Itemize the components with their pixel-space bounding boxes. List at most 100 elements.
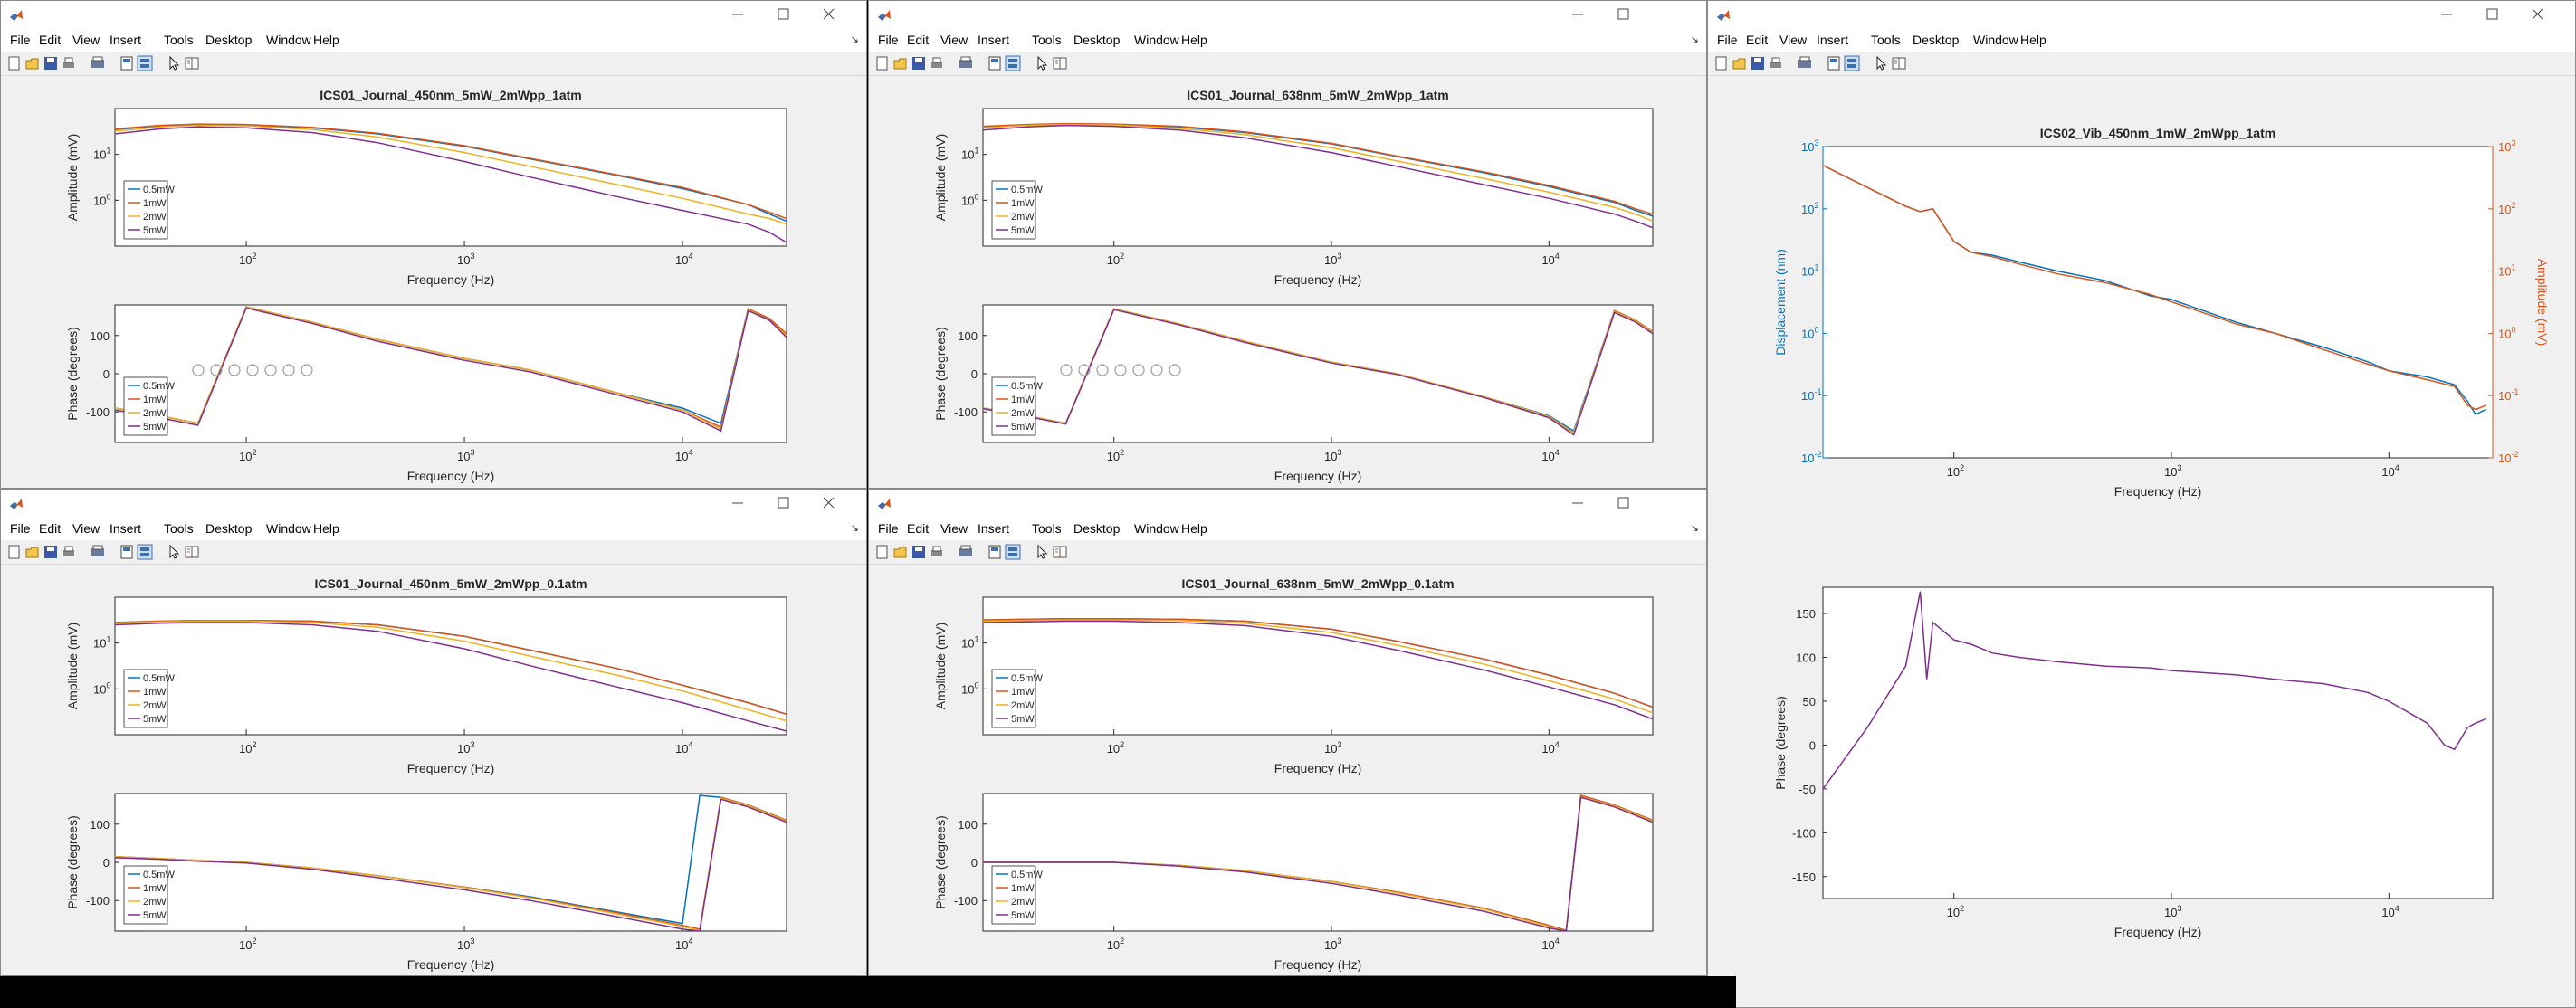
title-bar[interactable] [1708,1,2575,30]
maximize-button[interactable] [1603,491,1643,515]
menu-window[interactable]: Window [1134,521,1179,536]
figure-canvas[interactable]: 102 103 104 Frequency (Hz) Amplitude (mV) ICS… [1,565,866,975]
dock-button[interactable] [987,544,1003,560]
menu-window[interactable]: Window [1134,33,1179,47]
axes[interactable]: 102 103 104 Frequency (Hz) Phase (degrees) [933,304,1654,483]
menu-view[interactable]: View [72,521,100,536]
axes-toolbar[interactable] [192,364,313,376]
menu-help[interactable]: Help [2020,33,2046,47]
brush-icon[interactable] [1078,364,1091,376]
minimize-button[interactable] [1558,3,1598,26]
insert-legend-button[interactable] [1052,544,1068,560]
link-plot-button[interactable] [137,55,153,71]
save-button[interactable] [911,55,927,71]
plot-area[interactable] [1822,146,2494,459]
plot-area[interactable] [114,108,787,247]
select-arrow-button[interactable] [166,55,182,71]
save-button[interactable] [911,544,927,560]
figure-window[interactable]: File Edit View Insert Tools Desktop Window Help… [0,0,867,489]
print-preview-button[interactable] [958,55,974,71]
menu-edit[interactable]: Edit [1746,33,1769,47]
link-plot-button[interactable] [1005,55,1021,71]
minimize-button[interactable] [2427,3,2466,26]
select-arrow-button[interactable] [166,544,182,560]
zoom-in-icon[interactable] [264,364,277,376]
figure-canvas[interactable]: 102 103 104 Frequency (Hz) Amplitude (mV) ICS… [869,565,1706,975]
plot-area[interactable] [114,304,787,443]
plot-area[interactable] [982,108,1654,247]
datatip-icon[interactable] [1096,364,1109,376]
dock-arrow-icon[interactable]: ↘ [1690,34,1699,45]
maximize-button[interactable] [1603,3,1643,26]
figure-window[interactable]: File Edit View Insert Tools Desktop Window Help… [868,0,1707,489]
zoom-out-icon[interactable] [1150,364,1163,376]
link-plot-button[interactable] [1005,544,1021,560]
title-bar[interactable] [869,1,1706,30]
open-file-button[interactable] [892,544,909,560]
print-button[interactable] [61,544,77,560]
dock-button[interactable] [1826,55,1842,71]
plot-area[interactable] [982,304,1654,443]
export-icon[interactable] [1060,364,1073,376]
maximize-button[interactable] [763,491,803,515]
plot-area[interactable] [982,596,1654,736]
minimize-button[interactable] [1558,491,1598,515]
menu-edit[interactable]: Edit [907,521,930,536]
datatip-icon[interactable] [228,364,241,376]
insert-legend-button[interactable] [1891,55,1907,71]
minimize-button[interactable] [718,3,758,26]
menu-tools[interactable]: Tools [1032,521,1062,536]
insert-legend-button[interactable] [184,55,200,71]
menu-window[interactable]: Window [266,521,311,536]
home-icon[interactable] [1169,364,1181,376]
close-button[interactable] [808,491,848,515]
menu-tools[interactable]: Tools [1871,33,1901,47]
menu-tools[interactable]: Tools [1032,33,1062,47]
legend[interactable]: 0.5mW 1mW 2mW 5mW [991,376,1043,436]
minimize-button[interactable] [718,491,758,515]
maximize-button[interactable] [763,3,803,26]
print-preview-button[interactable] [90,55,106,71]
dock-arrow-icon[interactable]: ↘ [1690,523,1699,534]
new-figure-button[interactable] [6,544,23,560]
menu-view[interactable]: View [940,33,968,47]
plot-area[interactable] [1822,586,2494,899]
menu-view[interactable]: View [1779,33,1808,47]
print-button[interactable] [929,55,945,71]
new-figure-button[interactable] [874,544,891,560]
menu-desktop[interactable]: Desktop [205,33,253,47]
figure-window[interactable]: File Edit View Insert Tools Desktop Window Help… [0,489,867,976]
open-file-button[interactable] [24,544,41,560]
menu-help[interactable]: Help [1181,33,1207,47]
insert-legend-button[interactable] [1052,55,1068,71]
dock-arrow-icon[interactable]: ↘ [850,523,859,534]
select-arrow-button[interactable] [1034,55,1050,71]
menu-window[interactable]: Window [1973,33,2018,47]
plot-area[interactable] [114,596,787,736]
select-arrow-button[interactable] [1873,55,1889,71]
menu-help[interactable]: Help [1181,521,1207,536]
print-button[interactable] [1768,55,1784,71]
figure-window[interactable]: File Edit View Insert Tools Desktop Window Help… [1707,0,2576,1008]
menu-desktop[interactable]: Desktop [1073,521,1121,536]
new-figure-button[interactable] [874,55,891,71]
legend[interactable]: 0.5mW 1mW 2mW 5mW [991,865,1043,925]
dock-button[interactable] [119,55,135,71]
close-button[interactable] [2517,3,2557,26]
menu-edit[interactable]: Edit [39,521,62,536]
print-button[interactable] [929,544,945,560]
menu-file[interactable]: File [1717,33,1738,47]
menu-insert[interactable]: Insert [110,33,142,47]
figure-canvas[interactable]: 102 103 104 Frequency (Hz) Amplitude (mV) ICS… [869,76,1706,488]
save-button[interactable] [43,544,59,560]
print-preview-button[interactable] [958,544,974,560]
menu-desktop[interactable]: Desktop [205,521,253,536]
menu-insert[interactable]: Insert [1817,33,1849,47]
menu-view[interactable]: View [72,33,100,47]
print-preview-button[interactable] [90,544,106,560]
